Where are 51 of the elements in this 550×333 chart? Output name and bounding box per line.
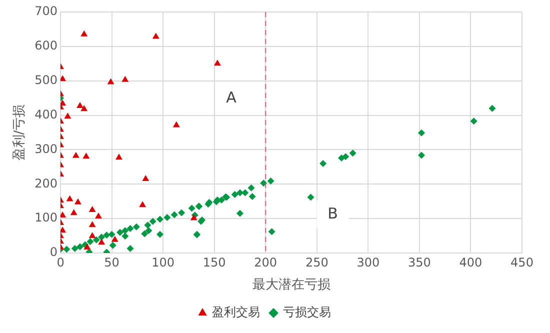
y-axis-title: 盈利/亏损	[12, 104, 28, 161]
point	[94, 212, 102, 219]
point	[82, 152, 90, 159]
point	[60, 100, 66, 106]
y-tick-label: 400	[34, 107, 58, 122]
legend-label: 盈利交易	[212, 305, 260, 320]
point	[80, 30, 88, 36]
point	[80, 105, 88, 112]
point	[88, 206, 96, 212]
legend-label: 亏损交易	[283, 305, 331, 320]
point	[98, 238, 105, 245]
point	[139, 201, 146, 208]
x-tick-label: 350	[408, 255, 431, 270]
point	[60, 211, 66, 218]
y-tick-label: 100	[34, 210, 58, 225]
point	[74, 198, 82, 204]
point	[88, 232, 96, 238]
point	[64, 112, 72, 119]
point	[60, 75, 66, 82]
point	[88, 221, 96, 228]
point	[152, 32, 160, 39]
y-tick-label: 300	[34, 142, 58, 156]
x-tick-label: 100	[152, 255, 175, 270]
x-tick-label: 300	[356, 255, 380, 270]
x-tick-label: 50	[104, 255, 120, 270]
point	[122, 76, 129, 82]
y-tick-label: 500	[34, 72, 58, 87]
point	[142, 174, 150, 181]
point	[76, 102, 84, 108]
point	[172, 121, 180, 128]
y-tick-label: 600	[34, 38, 58, 53]
point	[115, 154, 122, 160]
annotation: B	[328, 204, 338, 222]
x-tick-label: 250	[305, 255, 328, 270]
x-tick-label: 150	[202, 255, 226, 270]
y-tick-label: 0	[50, 245, 58, 260]
point	[60, 226, 66, 233]
x-tick-label: 400	[459, 255, 482, 270]
point	[107, 78, 114, 84]
y-tick-label: 700	[34, 4, 58, 18]
point	[111, 236, 118, 242]
x-axis-title: 最大潜在亏损	[252, 278, 330, 293]
point	[72, 152, 80, 158]
point	[66, 195, 74, 202]
y-tick-label: 200	[34, 176, 58, 190]
annotation: A	[226, 88, 238, 107]
x-tick-label: 200	[254, 255, 278, 270]
point	[70, 209, 78, 216]
point	[190, 214, 198, 220]
point	[214, 60, 221, 66]
x-tick-label: 450	[510, 255, 534, 270]
